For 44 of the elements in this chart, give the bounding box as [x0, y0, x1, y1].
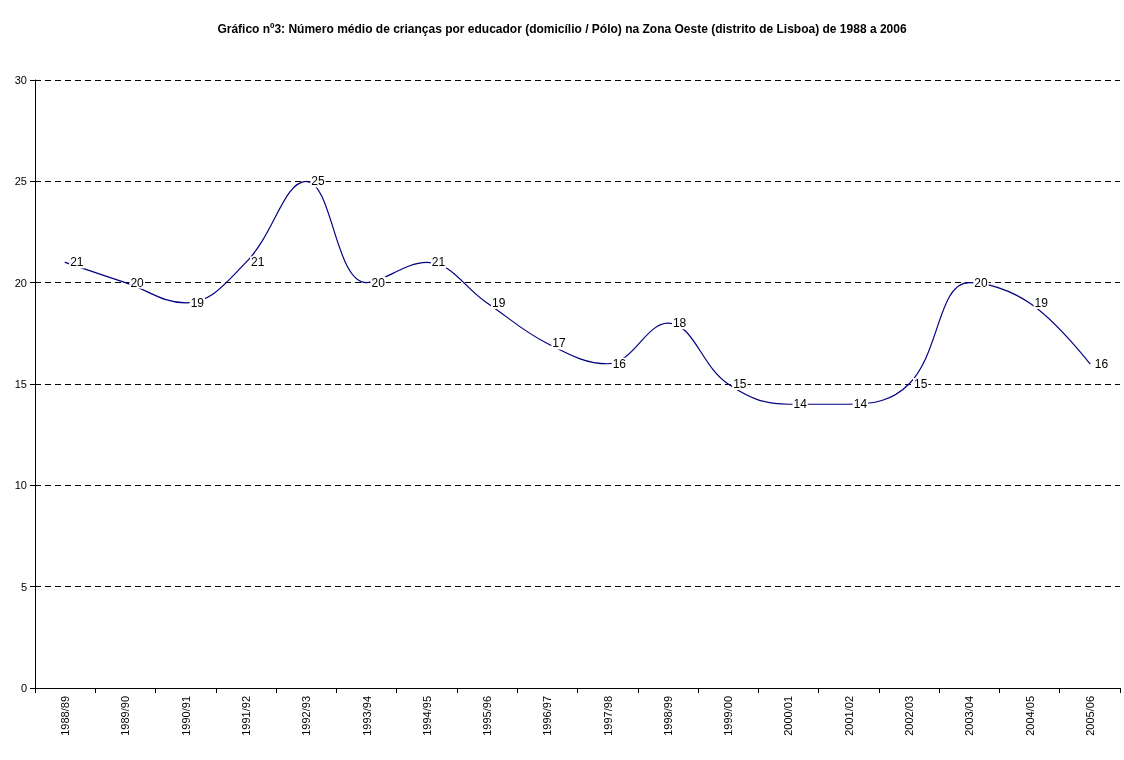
x-tick-label: 2000/01 [782, 696, 795, 736]
data-label: 14 [793, 397, 808, 412]
x-tick-label: 2003/04 [963, 696, 976, 736]
chart-title: Gráfico nº3: Número médio de crianças por educador (domicílio / Pólo) na Zona Oeste (distrito de Lisboa) de 1988 a 2006 [217, 22, 907, 36]
x-tick-label: 1988/89 [59, 696, 72, 736]
data-label: 25 [311, 174, 325, 189]
x-tick-label: 1994/95 [420, 696, 433, 736]
data-label: 20 [130, 275, 145, 290]
x-tick-label: 1996/97 [541, 696, 554, 736]
y-tick-label: 0 [20, 682, 27, 694]
y-tick-label: 30 [14, 74, 27, 86]
data-label: 21 [70, 255, 84, 270]
data-label: 18 [672, 316, 687, 331]
data-label: 21 [431, 255, 446, 270]
data-label: 14 [853, 397, 868, 412]
x-tick-label: 1998/99 [661, 696, 674, 736]
data-label: 19 [1034, 295, 1049, 310]
x-tick-label: 1993/94 [360, 696, 373, 736]
y-tick-label: 20 [14, 276, 27, 289]
data-label: 21 [250, 255, 265, 270]
x-tick-label: 1999/00 [722, 696, 735, 736]
data-label: 16 [612, 356, 627, 371]
x-tick-label: 2005/06 [1083, 696, 1096, 736]
data-label: 20 [371, 275, 386, 290]
x-tick-label: 1997/98 [601, 696, 614, 736]
x-tick-label: 1995/96 [481, 696, 494, 736]
x-tick-label: 1992/93 [300, 696, 313, 736]
data-label: 19 [492, 295, 506, 310]
y-tick-label: 5 [20, 580, 27, 593]
x-tick-label: 2002/03 [903, 696, 916, 736]
data-label: 19 [190, 295, 205, 310]
y-tick-label: 15 [14, 378, 27, 390]
y-tick-label: 25 [14, 175, 27, 188]
data-label: 17 [552, 336, 567, 351]
x-tick-label: 1991/92 [239, 696, 252, 736]
data-label: 15 [733, 377, 747, 391]
data-label: 16 [1094, 356, 1109, 371]
x-tick-label: 2004/05 [1023, 696, 1036, 736]
x-tick-label: 1990/91 [179, 696, 192, 736]
x-tick-label: 1989/90 [119, 696, 132, 736]
y-tick-label: 10 [14, 479, 27, 492]
data-label: 20 [974, 275, 988, 290]
x-tick-label: 2001/02 [842, 696, 855, 736]
data-label: 15 [914, 377, 928, 391]
